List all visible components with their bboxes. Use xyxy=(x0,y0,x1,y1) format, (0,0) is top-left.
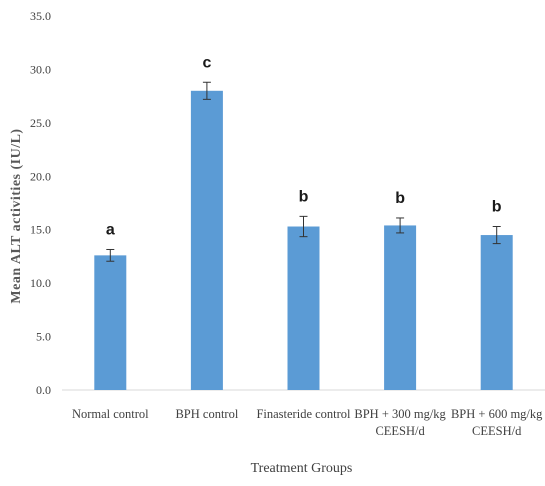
y-tick-label: 35.0 xyxy=(30,9,51,23)
x-tick-label: CEESH/d xyxy=(472,424,522,438)
bar xyxy=(384,225,417,390)
bar xyxy=(94,255,127,390)
y-tick-label: 10.0 xyxy=(30,276,51,290)
bar xyxy=(190,90,223,391)
y-tick-label: 25.0 xyxy=(30,116,51,130)
y-tick-label: 0.0 xyxy=(36,383,51,397)
x-tick-label: Normal control xyxy=(72,407,149,421)
y-tick-label: 20.0 xyxy=(30,169,51,183)
y-axis-title: Mean ALT activities (IU/L) xyxy=(9,128,24,303)
y-tick-label: 30.0 xyxy=(30,62,51,76)
bar xyxy=(287,226,320,390)
x-tick-label: CEESH/d xyxy=(375,424,425,438)
significance-letter: b xyxy=(492,199,502,216)
significance-letter: b xyxy=(395,190,405,207)
x-tick-label: BPH control xyxy=(175,407,238,421)
x-tick-label: BPH + 300 mg/kg xyxy=(354,407,446,421)
y-tick-label: 5.0 xyxy=(36,330,51,344)
significance-letter: c xyxy=(202,54,211,71)
y-tick-label: 15.0 xyxy=(30,223,51,237)
x-axis-title: Treatment Groups xyxy=(251,461,353,476)
significance-letter: a xyxy=(106,221,115,238)
bar xyxy=(480,235,513,390)
x-tick-label: Finasteride control xyxy=(256,407,351,421)
significance-letter: b xyxy=(299,188,309,205)
x-tick-label: BPH + 600 mg/kg xyxy=(451,407,543,421)
